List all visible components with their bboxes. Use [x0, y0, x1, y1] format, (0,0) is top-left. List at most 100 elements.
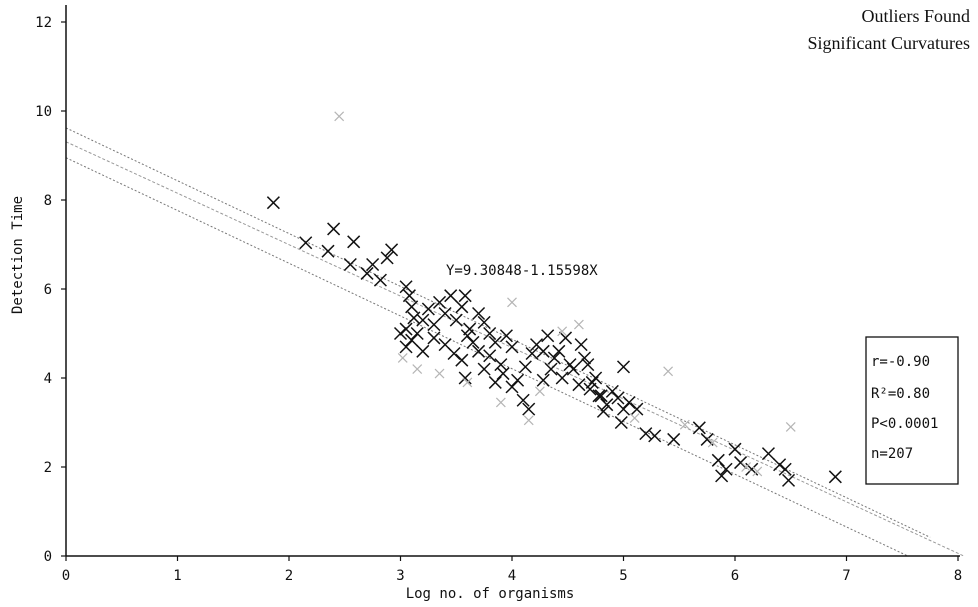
- y-tick-label-1: 2: [44, 460, 52, 476]
- x-tick-label-2: 2: [285, 568, 293, 584]
- data-point-s0-31: [393, 326, 408, 341]
- data-point-s0-46: [458, 371, 472, 385]
- data-point-s0-28: [472, 306, 486, 321]
- data-point-s0-80: [592, 389, 606, 403]
- data-point-s0-4: [347, 235, 361, 249]
- data-point-s0-25: [458, 289, 472, 303]
- x-tick-label-7: 7: [842, 568, 850, 584]
- data-point-s0-9: [380, 251, 394, 265]
- data-point-s0-23: [449, 313, 463, 327]
- data-point-s0-1: [299, 236, 313, 250]
- data-point-s1-7: [523, 415, 534, 426]
- data-point-s0-99: [781, 473, 796, 487]
- data-point-s0-62: [522, 402, 536, 416]
- data-point-s1-6: [507, 297, 517, 308]
- data-point-s0-81: [596, 404, 610, 418]
- data-point-s1-2: [412, 364, 423, 375]
- y-tick-label-3: 6: [44, 282, 52, 298]
- data-point-s0-94: [734, 456, 748, 470]
- data-point-s0-7: [366, 257, 380, 272]
- note-outliers: Outliers Found: [861, 6, 970, 26]
- data-point-s0-24: [455, 300, 469, 314]
- data-point-s1-9: [557, 326, 568, 337]
- data-point-s0-65: [555, 371, 569, 385]
- data-point-s0-21: [438, 306, 452, 321]
- data-point-s0-55: [536, 344, 550, 358]
- data-point-s0-35: [427, 331, 441, 345]
- data-point-s0-41: [483, 349, 497, 363]
- data-point-s0-100: [828, 470, 842, 484]
- data-point-s0-74: [611, 391, 625, 405]
- data-point-s0-15: [399, 322, 413, 336]
- data-point-s0-42: [488, 335, 502, 349]
- y-ticks: 0 2 4 6 8 10 12: [35, 15, 66, 565]
- data-point-s1-11: [629, 413, 640, 423]
- y-tick-label-4: 8: [44, 193, 52, 209]
- y-axis-label: Detection Time: [10, 196, 26, 314]
- data-point-s1-12: [663, 366, 674, 377]
- data-point-s0-87: [667, 432, 681, 446]
- data-point-s0-22: [444, 289, 458, 303]
- confidence-band: [65, 127, 931, 557]
- data-point-s0-48: [488, 375, 502, 389]
- data-point-s0-57: [547, 351, 561, 365]
- data-point-s1-17: [785, 422, 796, 432]
- data-point-s0-43: [494, 358, 508, 372]
- y-tick-label-2: 4: [44, 371, 52, 387]
- data-point-s0-2: [327, 222, 341, 236]
- regression-equation: Y=9.30848-1.15598X: [446, 263, 598, 279]
- data-point-s1-14: [707, 437, 718, 448]
- data-point-s0-16: [410, 326, 424, 341]
- note-curvatures: Significant Curvatures: [808, 33, 970, 53]
- data-point-s0-45: [505, 340, 519, 354]
- data-point-s0-50: [505, 380, 519, 394]
- data-point-s0-52: [518, 360, 532, 374]
- x-tick-label-4: 4: [508, 568, 516, 584]
- data-point-s0-64: [544, 362, 558, 376]
- data-point-s0-71: [594, 389, 608, 403]
- data-point-s0-73: [605, 384, 619, 398]
- x-axis-label: Log no. of organisms: [406, 586, 575, 602]
- data-point-s0-6: [360, 266, 374, 280]
- data-point-s0-66: [566, 362, 580, 376]
- data-point-s1-5: [495, 397, 506, 408]
- data-point-s0-97: [773, 458, 787, 472]
- data-point-s0-17: [416, 313, 430, 327]
- stats-p: P<0.0001: [871, 416, 938, 432]
- data-point-s0-93: [728, 442, 742, 456]
- data-point-s0-13: [405, 300, 419, 314]
- data-point-s0-39: [460, 329, 474, 343]
- data-point-s0-63: [536, 373, 550, 387]
- data-point-s0-88: [692, 421, 706, 435]
- data-point-s0-84: [630, 402, 644, 416]
- data-point-s1-8: [534, 386, 545, 397]
- data-point-s0-27: [466, 335, 480, 349]
- data-point-s0-77: [574, 338, 588, 352]
- data-point-s0-78: [581, 358, 595, 372]
- data-point-s0-98: [778, 462, 792, 476]
- x-tick-label-6: 6: [731, 568, 739, 584]
- data-point-s0-49: [496, 367, 510, 381]
- data-point-s0-59: [558, 331, 573, 345]
- data-point-s0-72: [600, 398, 614, 412]
- data-point-s0-53: [525, 346, 539, 361]
- data-point-s0-10: [385, 243, 399, 257]
- data-point-s0-76: [622, 395, 636, 410]
- data-point-s0-85: [639, 427, 653, 441]
- confidence-band-lower: [65, 157, 909, 557]
- data-point-s0-12: [402, 289, 416, 303]
- data-point-s0-5: [343, 257, 357, 272]
- data-point-s0-96: [761, 447, 775, 461]
- data-point-s1-16: [752, 466, 763, 477]
- stats-r: r=-0.90: [871, 354, 930, 370]
- data-point-s0-18: [421, 302, 435, 316]
- data-point-s0-58: [552, 344, 566, 358]
- data-point-s0-92: [715, 469, 729, 483]
- data-point-s0-37: [447, 346, 461, 361]
- data-point-s0-56: [541, 329, 555, 343]
- data-point-s0-38: [455, 353, 469, 367]
- x-tick-label-0: 0: [62, 568, 70, 584]
- data-point-s1-3: [434, 368, 445, 379]
